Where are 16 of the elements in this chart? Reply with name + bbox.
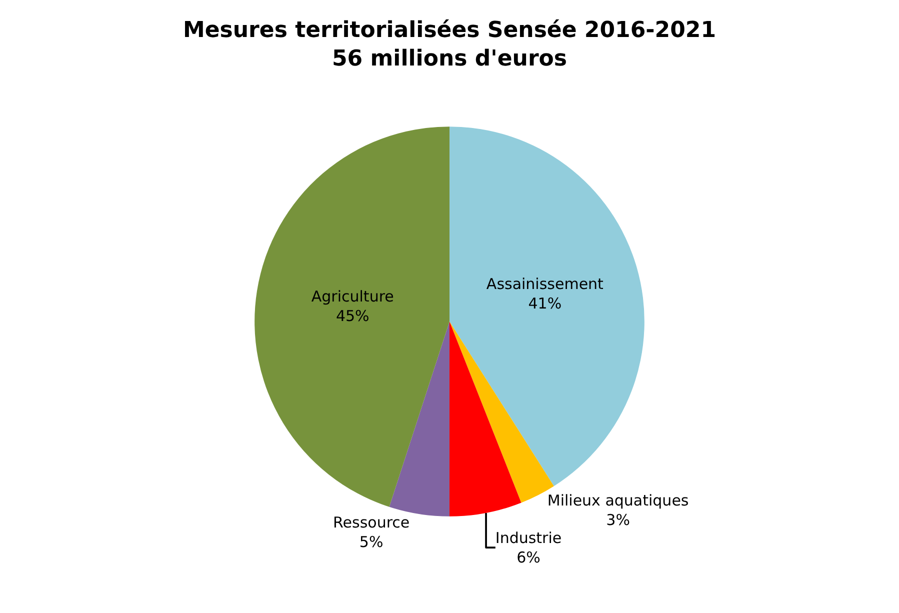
slice-label: Ressource: [333, 514, 410, 532]
data-label: 3%: [606, 510, 630, 529]
slice-label: Industrie: [495, 528, 562, 547]
chart-title: Mesures territorialisées Sensée 2016-2021: [182, 18, 716, 43]
data-label: 6%: [516, 548, 540, 566]
pie-slice: [450, 126, 644, 486]
data-label: 5%: [359, 533, 384, 552]
chart-subtitle: 56 millions d'euros: [332, 46, 568, 72]
slice-label: Agriculture: [311, 287, 394, 306]
pie-slice: [450, 322, 522, 516]
slice-label: Assainissement: [486, 275, 604, 294]
data-label: 41%: [528, 294, 562, 313]
pie-slice: [389, 322, 450, 516]
data-label: 45%: [336, 306, 370, 325]
slice-label: Milieux aquatiques: [547, 491, 689, 510]
pie-slice: [254, 126, 450, 507]
